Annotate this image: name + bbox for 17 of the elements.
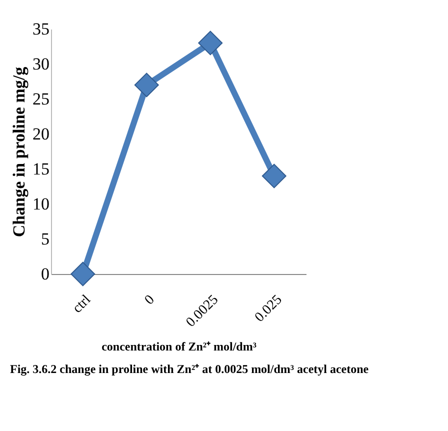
y-tick-label: 5 (41, 230, 50, 248)
point (70, 262, 96, 286)
caption: Fig. 3.6.2 change in proline with Zn²⁺ at 0.0025 mol/dm³ acetyl acetone (10, 362, 370, 376)
y-tick-label: 10 (32, 194, 50, 214)
y-tick-label: 20 (32, 124, 50, 144)
y-tick-label: 35 (32, 20, 50, 38)
y-axis-title: Change in proline mg/g (10, 66, 28, 238)
y-tick-label: 25 (32, 90, 50, 108)
point (198, 30, 223, 56)
y-tick-label: 0 (41, 264, 50, 284)
y-tick-label: 15 (32, 160, 50, 178)
y-tick-label: 30 (32, 54, 50, 74)
point (134, 72, 159, 98)
x-tick-label: ctrl (70, 292, 94, 316)
x-axis-title: concentration of Zn²⁺ mol/dm³ (102, 340, 257, 354)
x-tick-label: 0 (142, 292, 158, 308)
point (262, 164, 286, 188)
